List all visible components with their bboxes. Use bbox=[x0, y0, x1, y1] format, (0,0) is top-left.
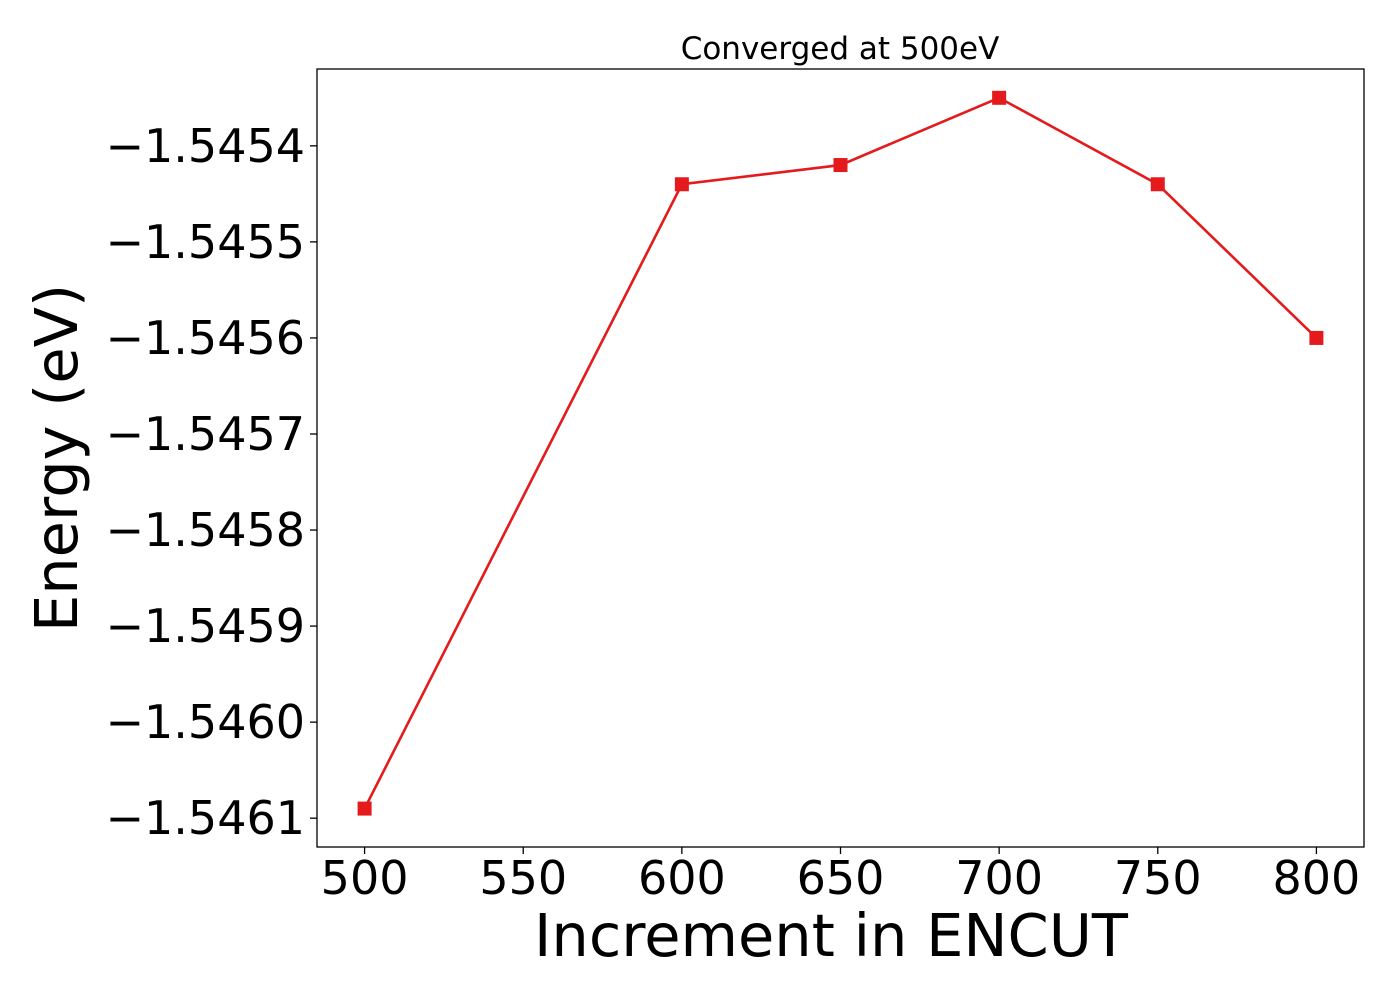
y-axis-label: Energy (eV) bbox=[22, 284, 91, 632]
x-tick-label: 600 bbox=[638, 851, 726, 905]
y-tick-label: −1.5458 bbox=[106, 503, 306, 557]
series-layer bbox=[357, 90, 1324, 816]
y-tick-label: −1.5461 bbox=[106, 791, 306, 845]
x-tick-label: 700 bbox=[955, 851, 1043, 905]
data-point-marker bbox=[992, 90, 1007, 105]
x-tick-label: 800 bbox=[1273, 851, 1361, 905]
y-axis-ticks: −1.5454 −1.5455 −1.5456 −1.5457 −1.5458 −1.54… bbox=[106, 119, 317, 845]
series-line bbox=[363, 96, 1318, 810]
data-point-marker bbox=[674, 177, 689, 192]
data-point-marker bbox=[357, 801, 372, 816]
x-tick-label: 650 bbox=[797, 851, 885, 905]
x-tick-label: 550 bbox=[479, 851, 567, 905]
data-point-marker bbox=[1309, 330, 1324, 345]
y-tick-label: −1.5454 bbox=[106, 119, 306, 173]
x-axis-label: Increment in ENCUT bbox=[534, 901, 1129, 970]
x-axis-ticks: 500 550 600 650 700 750 800 bbox=[321, 847, 1361, 905]
y-tick-label: −1.5460 bbox=[106, 695, 306, 749]
plot-frame bbox=[316, 68, 1365, 848]
x-tick-label: 750 bbox=[1114, 851, 1202, 905]
data-point-marker bbox=[833, 158, 848, 173]
chart-title: Converged at 500eV bbox=[681, 31, 1000, 67]
y-tick-label: −1.5459 bbox=[106, 599, 306, 653]
y-tick-label: −1.5456 bbox=[106, 311, 306, 365]
y-tick-label: −1.5457 bbox=[106, 407, 306, 461]
data-point-marker bbox=[1150, 177, 1165, 192]
y-tick-label: −1.5455 bbox=[106, 215, 306, 269]
x-tick-label: 500 bbox=[321, 851, 409, 905]
